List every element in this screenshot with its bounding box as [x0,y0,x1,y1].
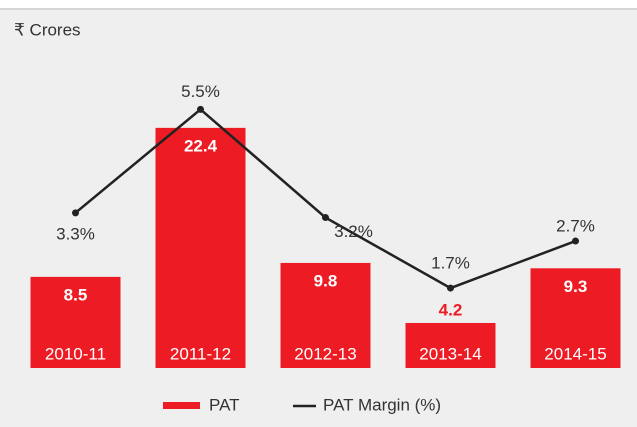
bar-value-label: 22.4 [184,136,218,155]
line-value-label: 2.7% [556,217,595,236]
chart-title: ₹ Crores [14,20,81,39]
x-tick-label: 2014-15 [544,344,606,363]
bar [530,268,621,368]
bar [280,262,371,368]
bar [30,276,121,368]
bar-value-label: 9.8 [314,271,338,290]
x-tick-label: 2013-14 [419,344,481,363]
legend-label: PAT Margin (%) [323,395,441,414]
line-value-label: 3.2% [334,222,373,241]
x-tick-label: 2011-12 [170,344,231,363]
line-point [447,284,454,292]
bar-value-label: 4.2 [439,300,463,319]
bar [405,322,496,368]
x-tick-label: 2010-11 [45,344,106,363]
bar-value-label: 9.3 [564,277,588,296]
line-value-label: 5.5% [181,82,220,101]
legend-swatch [163,402,200,409]
line-point [322,214,329,222]
line-point [72,209,79,217]
line-value-label: 1.7% [431,254,470,273]
legend-label: PAT [209,395,240,414]
line-point [572,237,579,245]
x-tick-label: 2012-13 [294,344,356,363]
line-value-label: 3.3% [56,224,95,243]
bar [155,127,246,368]
line-point [197,105,204,113]
bar-value-label: 8.5 [64,285,88,304]
